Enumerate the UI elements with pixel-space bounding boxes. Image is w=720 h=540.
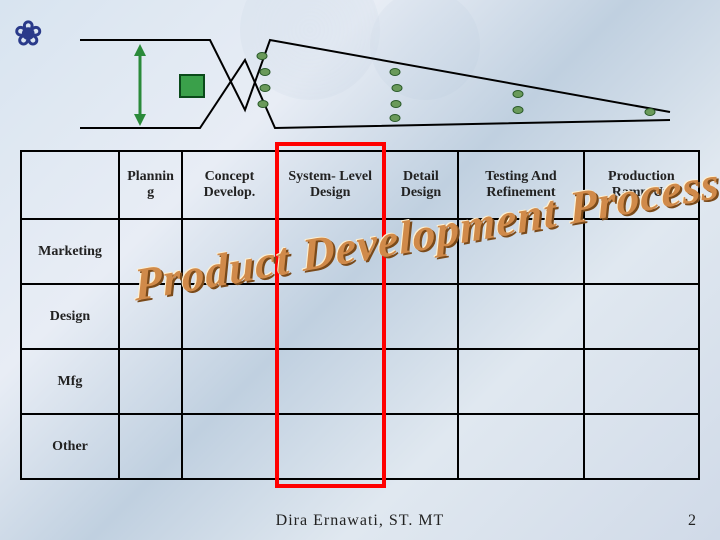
table-cell: [119, 284, 182, 349]
col-header: Plannin g: [119, 151, 182, 219]
dots-3: [513, 91, 523, 114]
table-cell: [119, 219, 182, 284]
funnel-bottom-line: [80, 60, 670, 128]
table-cell: [119, 349, 182, 414]
table-row: Other: [21, 414, 699, 479]
col-header: Concept Develop.: [182, 151, 277, 219]
table-cell: [182, 284, 277, 349]
row-header: Marketing: [21, 219, 119, 284]
col-header: Testing And Refinement: [458, 151, 583, 219]
table-cell: [384, 414, 459, 479]
col-header: Production Ramp-Up: [584, 151, 699, 219]
dots-4: [645, 109, 655, 116]
row-header: Design: [21, 284, 119, 349]
table-cell: [458, 284, 583, 349]
arrow-down-head: [134, 114, 146, 126]
table-cell: [458, 349, 583, 414]
green-box: [180, 75, 204, 97]
table-cell: [384, 219, 459, 284]
table-row: Design: [21, 284, 699, 349]
arrow-up-head: [134, 44, 146, 56]
table-row: Marketing: [21, 219, 699, 284]
table-cell: [584, 349, 699, 414]
table-cell: [277, 414, 384, 479]
process-table: Plannin g Concept Develop. System- Level…: [20, 150, 700, 480]
flower-icon: ❀: [14, 18, 50, 54]
row-header: Other: [21, 414, 119, 479]
table-cell: [584, 284, 699, 349]
table-cell: [384, 349, 459, 414]
funnel-diagram: [50, 20, 690, 140]
table-cell: [119, 414, 182, 479]
table-cell: [182, 219, 277, 284]
table-cell: [277, 284, 384, 349]
table-cell: [584, 414, 699, 479]
table-cell: [384, 284, 459, 349]
table-cell: [584, 219, 699, 284]
col-header: Detail Design: [384, 151, 459, 219]
row-header: Mfg: [21, 349, 119, 414]
dots-2: [390, 69, 402, 122]
table-corner: [21, 151, 119, 219]
funnel-top-line: [80, 40, 670, 112]
table-cell: [458, 219, 583, 284]
table-cell: [182, 414, 277, 479]
table-cell: [277, 349, 384, 414]
page-number: 2: [688, 512, 696, 530]
table-cell: [277, 219, 384, 284]
col-header: System- Level Design: [277, 151, 384, 219]
table-row: Mfg: [21, 349, 699, 414]
table-cell: [182, 349, 277, 414]
table-cell: [458, 414, 583, 479]
footer-author: Dira Ernawati, ST. MT: [0, 512, 720, 530]
